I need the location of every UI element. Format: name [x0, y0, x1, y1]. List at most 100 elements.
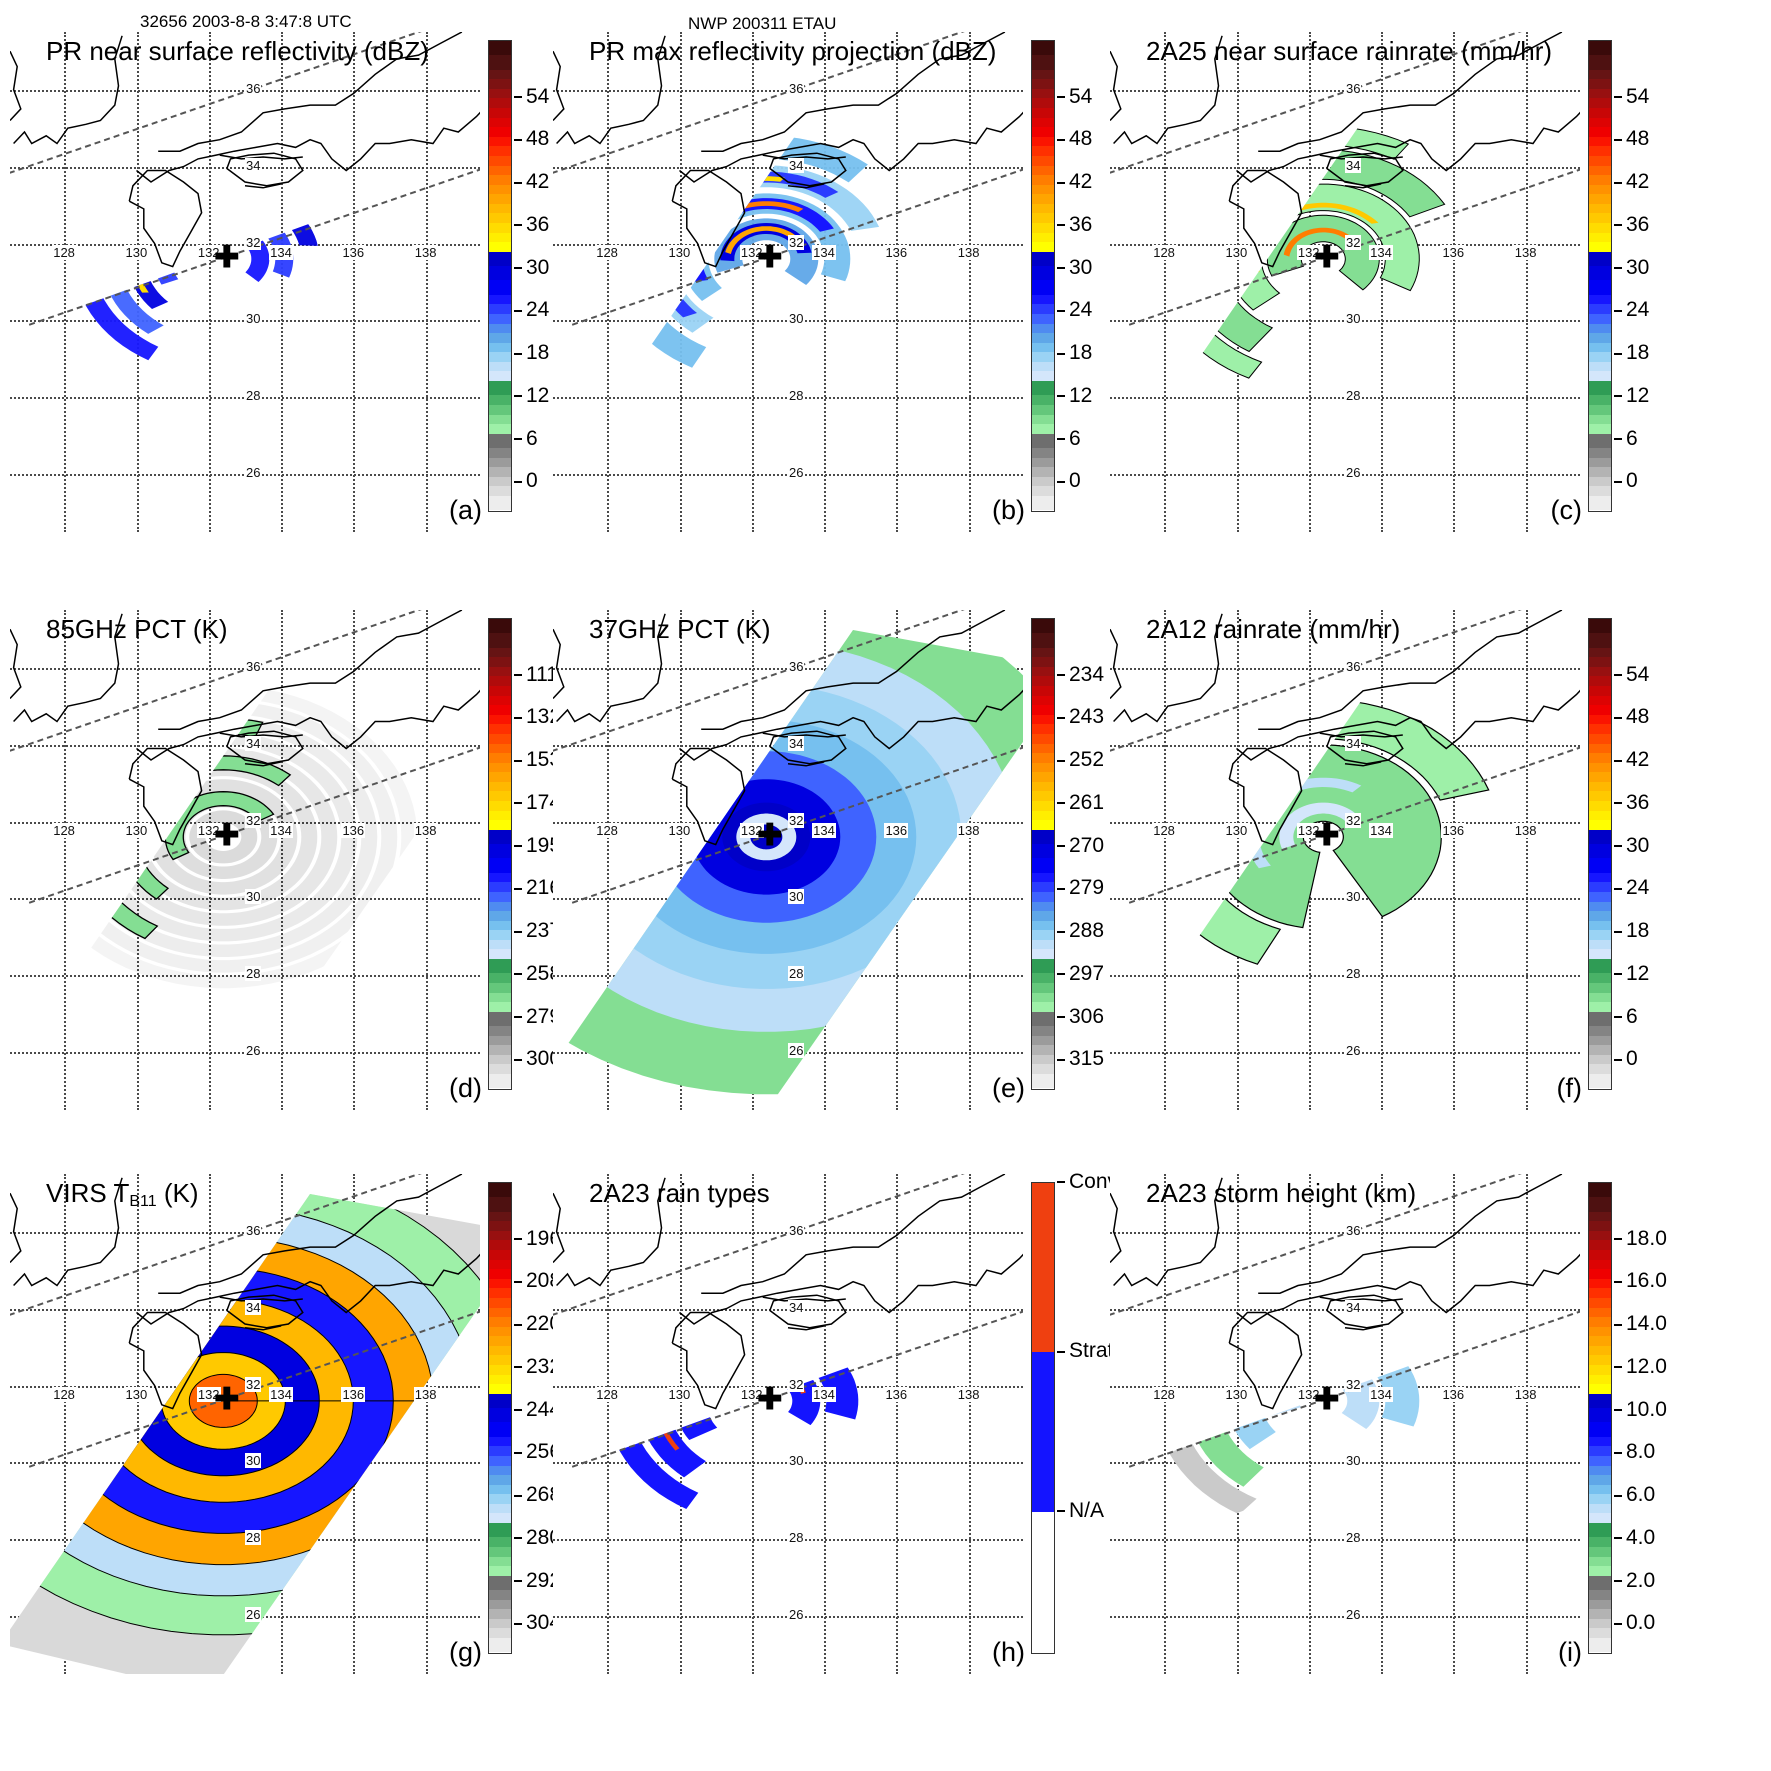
colorbar-segment: [1589, 1183, 1611, 1198]
colorbar-tick: 12: [1614, 962, 1649, 986]
colorbar-tick-label: 54: [1626, 84, 1650, 108]
colorbar-segment: [489, 467, 511, 477]
longitude-label: 132: [1296, 1387, 1321, 1403]
colorbar-tick-label: 36: [1626, 790, 1650, 814]
colorbar-segment: [489, 342, 511, 353]
colorbar-segment: [1589, 294, 1611, 305]
colorbar-tick-labels: 54 48 42 36 30 24 18 12 6 0: [514, 40, 634, 510]
colorbar[interactable]: [1031, 40, 1055, 512]
longitude-gridline: [824, 32, 827, 532]
colorbar-tick-label: 54: [1626, 662, 1650, 686]
colorbar-tick-label: Strat: [1069, 1339, 1114, 1363]
colorbar-segment: [1589, 496, 1611, 511]
panel-title: VIRS TB11 (K): [46, 1178, 199, 1211]
colorbar[interactable]: [1588, 40, 1612, 512]
colorbar-segment: [489, 457, 511, 468]
longitude-gridline: [968, 32, 971, 532]
colorbar-segment: [1589, 657, 1611, 667]
colorbar-tick-dash: [1614, 1238, 1622, 1241]
colorbar-segment: [489, 155, 511, 166]
colorbar-segment: [1589, 1250, 1611, 1260]
longitude-label: 138: [956, 245, 981, 261]
colorbar-tick-labels: Conv Strat N/A: [1057, 1170, 1177, 1652]
colorbar[interactable]: [1588, 618, 1612, 1090]
colorbar-segment: [1589, 1408, 1611, 1423]
map-area: 128 130 132 134 136 138 36 34 32 30 28 26 ✚: [1110, 32, 1580, 532]
colorbar-segment: [1032, 88, 1054, 99]
colorbar-categorical[interactable]: [1031, 1182, 1055, 1654]
longitude-label: 138: [1513, 823, 1538, 839]
latitude-label: 34: [788, 1299, 805, 1315]
colorbar-segment: [489, 433, 511, 449]
colorbar-segment: [489, 724, 511, 734]
longitude-gridline: [425, 610, 428, 1110]
colorbar-segment: [1589, 486, 1611, 497]
colorbar-tick: N/A: [1057, 1499, 1104, 1523]
colorbar-segment: [489, 175, 511, 185]
colorbar-tick: 24: [1057, 298, 1092, 322]
colorbar-segment: [1589, 395, 1611, 406]
colorbar-tick-dash: [514, 224, 522, 227]
latitude-label: 34: [1345, 735, 1362, 751]
colorbar-segment: [1589, 175, 1611, 185]
latitude-label: 32: [788, 1376, 805, 1392]
colorbar-tick: 36: [514, 213, 549, 237]
colorbar-tick-dash: [1614, 1058, 1622, 1061]
longitude-label: 136: [1441, 823, 1466, 839]
colorbar-segment: [489, 1011, 511, 1027]
colorbar-segment: [1589, 98, 1611, 109]
latitude-label: 26: [1345, 465, 1362, 481]
colorbar-segment: [1589, 381, 1611, 396]
colorbar-tick: 24: [1614, 298, 1649, 322]
colorbar-segment: [489, 1183, 511, 1198]
colorbar-tick-dash: [514, 1015, 522, 1018]
colorbar-segment: [1032, 1511, 1054, 1653]
colorbar-segment: [1032, 414, 1054, 425]
colorbar-tick-dash: [1057, 309, 1065, 312]
latitude-label: 28: [788, 1530, 805, 1546]
colorbar-tick: 300: [514, 1047, 561, 1071]
longitude-label: 130: [124, 245, 149, 261]
colorbar-tick-label: 304: [526, 1611, 562, 1635]
colorbar-tick-label: 30: [526, 255, 550, 279]
colorbar-segment: [489, 55, 511, 70]
longitude-label: 130: [124, 1387, 149, 1403]
colorbar-tick: 54: [1614, 663, 1649, 687]
map-area: 128 130 132 134 136 138 36 34 32 30 28 26 ✚: [10, 32, 480, 532]
colorbar-tick-label: 300: [526, 1047, 562, 1071]
colorbar[interactable]: [488, 618, 512, 1090]
colorbar-segment: [489, 1484, 511, 1495]
colorbar-segment: [1589, 457, 1611, 468]
colorbar-tick-label: 48: [1626, 127, 1650, 151]
colorbar-tick-label: 256: [526, 1440, 562, 1464]
colorbar-tick: 280: [514, 1526, 561, 1550]
colorbar-segment: [1589, 1575, 1611, 1591]
colorbar-segment: [1032, 1035, 1054, 1046]
colorbar-segment: [489, 1465, 511, 1476]
colorbar-tick-label: 270: [1069, 833, 1105, 857]
colorbar-segment: [1589, 203, 1611, 214]
colorbar-segment: [489, 1575, 511, 1591]
colorbar[interactable]: [488, 1182, 512, 1654]
colorbar-tick-dash: [514, 480, 522, 483]
colorbar[interactable]: [1588, 1182, 1612, 1654]
longitude-gridline: [1453, 32, 1456, 532]
colorbar-segment: [1032, 666, 1054, 677]
longitude-gridline: [281, 610, 284, 1110]
colorbar[interactable]: [488, 40, 512, 512]
colorbar[interactable]: [1031, 618, 1055, 1090]
colorbar-tick-labels: 234 243 252 261 270 279 288 297 306 315: [1057, 618, 1177, 1088]
colorbar-tick-label: 4.0: [1626, 1525, 1656, 1549]
colorbar-segment: [489, 1326, 511, 1337]
colorbar-tick-dash: [514, 716, 522, 719]
longitude-label: 132: [739, 1387, 764, 1403]
colorbar-tick-label: 12: [526, 383, 550, 407]
colorbar-tick-label: 30: [1069, 255, 1093, 279]
colorbar-tick-dash: [514, 1366, 522, 1369]
colorbar-tick-dash: [1614, 96, 1622, 99]
colorbar-segment: [1589, 1599, 1611, 1610]
colorbar-segment: [1032, 633, 1054, 648]
colorbar-tick: 111: [514, 663, 558, 687]
colorbar-segment: [1032, 892, 1054, 902]
colorbar-tick-dash: [1057, 930, 1065, 933]
